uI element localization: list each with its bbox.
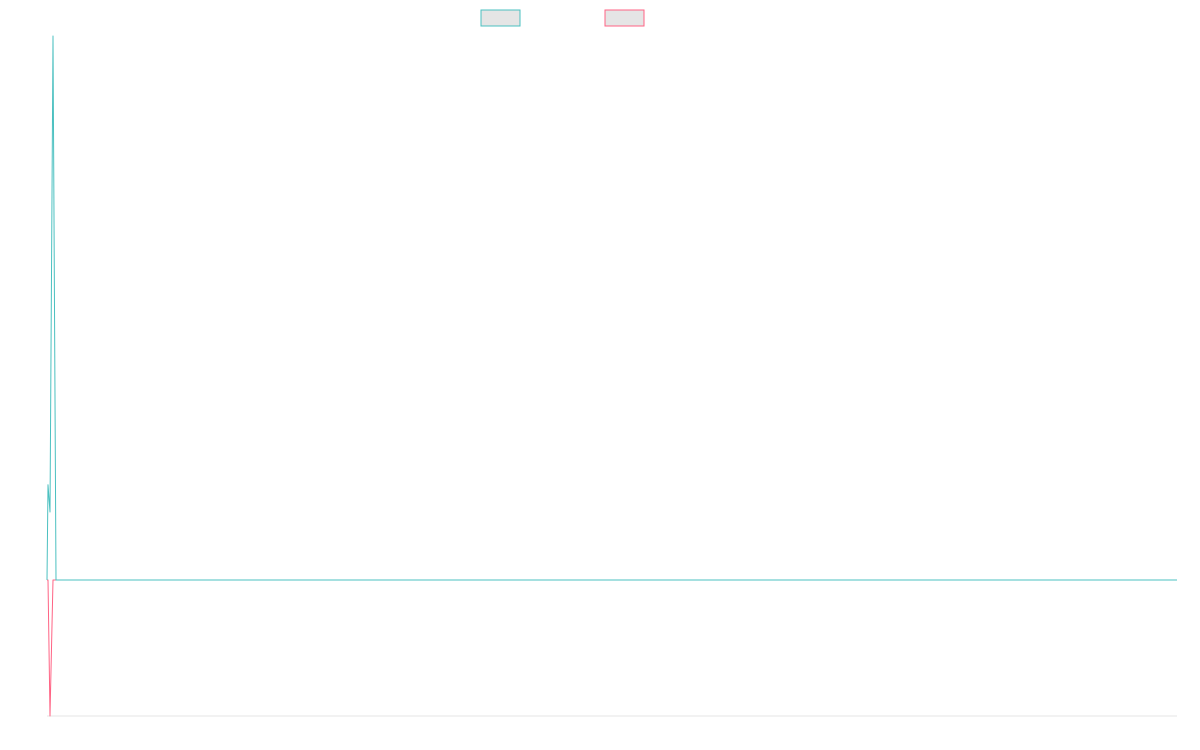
legend-swatch-0[interactable]	[480, 9, 521, 27]
legend-swatch-1[interactable]	[604, 9, 645, 27]
series-line-0	[46, 35, 1177, 581]
series-line-1	[47, 579, 1177, 717]
